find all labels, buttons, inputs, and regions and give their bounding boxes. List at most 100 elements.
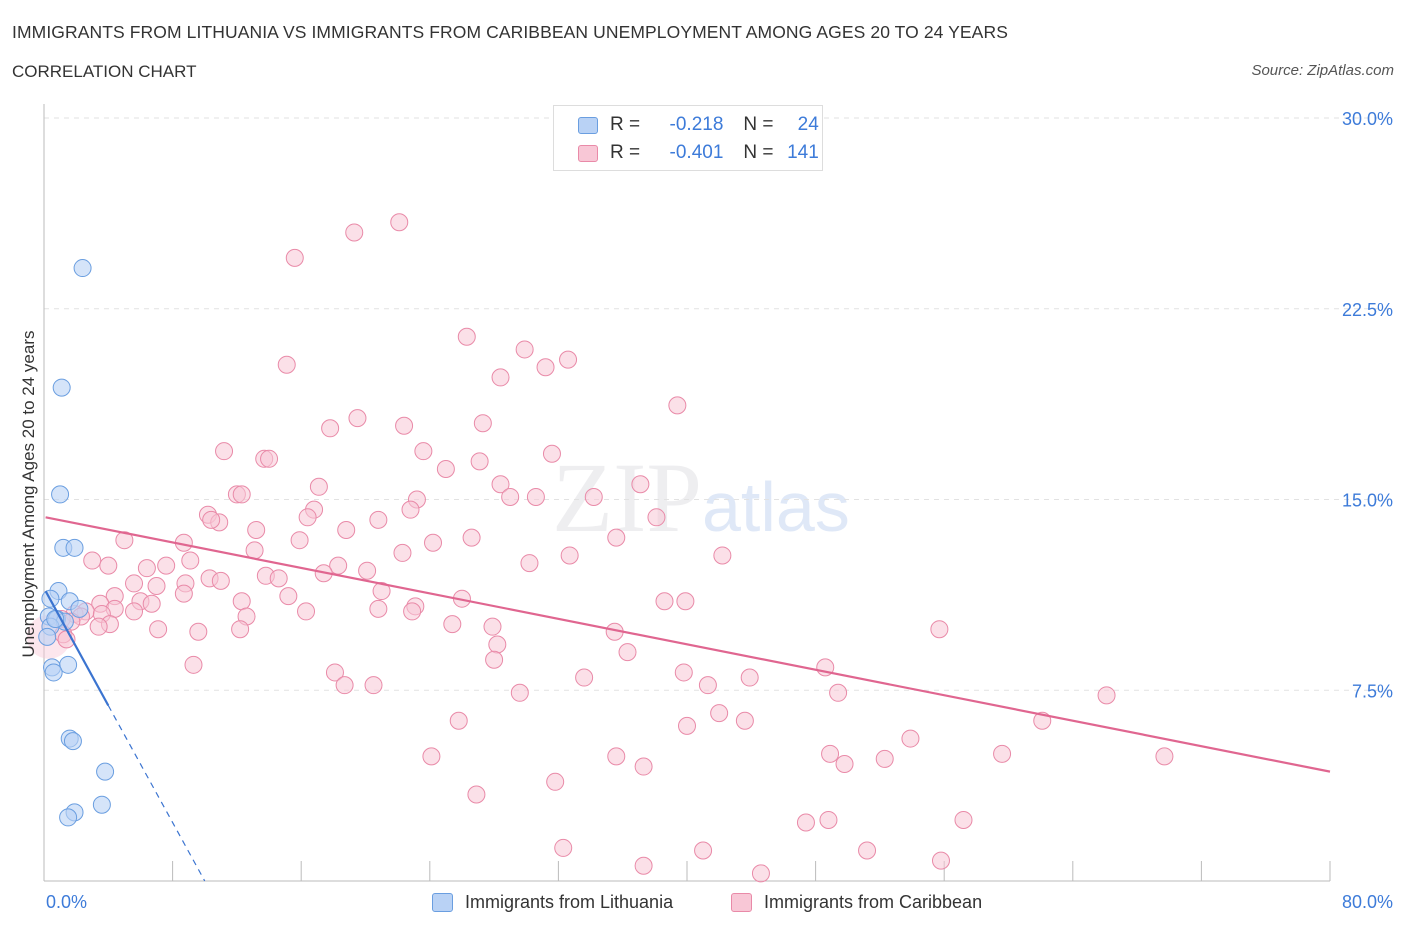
point-caribbean: [668, 396, 687, 415]
chart-subtitle: CORRELATION CHART: [12, 62, 197, 81]
point-caribbean: [713, 546, 732, 565]
chart-title: IMMIGRANTS FROM LITHUANIA VS IMMIGRANTS …: [12, 22, 1008, 42]
point-caribbean: [298, 508, 317, 527]
point-caribbean: [414, 442, 433, 461]
point-caribbean: [202, 510, 221, 529]
r-value-lithuania: -0.218: [669, 114, 724, 135]
point-caribbean: [542, 444, 561, 463]
stats-row-lithuania: R = -0.218 N = 24: [578, 113, 819, 137]
n-label: N =: [743, 142, 774, 163]
point-caribbean: [618, 643, 637, 662]
point-caribbean: [674, 663, 693, 682]
point-caribbean: [181, 551, 200, 570]
point-caribbean: [335, 676, 354, 695]
n-value-caribbean: 141: [787, 142, 819, 163]
point-caribbean: [390, 213, 409, 232]
point-caribbean: [560, 546, 579, 565]
y-tick-label: 30.0%: [1342, 109, 1393, 129]
point-caribbean: [678, 716, 696, 735]
tick-labels: 7.5% 15.0% 22.5% 30.0% 0.0% 80.0%: [46, 109, 1393, 912]
stats-legend: R = -0.218 N = 24 R = -0.401 N = 141: [553, 105, 823, 171]
point-caribbean: [277, 355, 296, 374]
axes: [43, 104, 1331, 882]
point-lithuania: [73, 259, 92, 278]
point-caribbean: [364, 676, 383, 695]
point-caribbean: [515, 340, 534, 359]
point-caribbean: [488, 635, 507, 654]
point-lithuania: [44, 663, 63, 682]
point-caribbean: [211, 571, 230, 590]
point-caribbean: [554, 838, 573, 857]
point-caribbean: [189, 622, 208, 641]
point-caribbean: [655, 592, 674, 611]
x-tick-label-min: 0.0%: [46, 892, 87, 912]
point-caribbean: [149, 620, 168, 639]
point-caribbean: [245, 541, 264, 560]
point-caribbean: [369, 510, 388, 529]
point-caribbean: [269, 569, 288, 588]
point-caribbean: [157, 556, 176, 575]
point-caribbean: [821, 744, 840, 763]
y-axis-title: Unemployment Among Ages 20 to 24 years: [19, 331, 38, 658]
point-lithuania: [65, 538, 84, 557]
point-lithuania: [52, 378, 71, 397]
point-caribbean: [369, 599, 388, 618]
r-label: R =: [610, 114, 641, 135]
point-caribbean: [858, 841, 877, 860]
point-caribbean: [247, 521, 266, 540]
point-caribbean: [147, 576, 166, 595]
point-caribbean: [501, 487, 520, 506]
legend-label-caribbean: Immigrants from Caribbean: [764, 891, 983, 912]
point-caribbean: [372, 582, 391, 601]
point-caribbean: [930, 620, 949, 639]
point-caribbean: [142, 594, 161, 613]
point-caribbean: [260, 449, 279, 468]
point-caribbean: [345, 223, 364, 242]
point-caribbean: [546, 772, 565, 791]
point-lithuania: [92, 795, 111, 814]
point-caribbean: [483, 617, 502, 636]
point-lithuania: [38, 627, 57, 646]
point-caribbean: [125, 574, 144, 593]
point-caribbean: [735, 711, 754, 730]
y-tick-label: 22.5%: [1342, 300, 1393, 320]
caribbean-swatch: [578, 144, 598, 162]
caribbean-legend-swatch: [731, 892, 752, 912]
point-caribbean: [796, 813, 815, 832]
source-label: Source: ZipAtlas.com: [1251, 62, 1394, 79]
point-caribbean: [436, 459, 455, 478]
point-caribbean: [285, 248, 304, 267]
point-lithuania: [63, 732, 82, 751]
point-caribbean: [115, 531, 134, 550]
point-caribbean: [232, 592, 251, 611]
point-caribbean: [231, 620, 250, 639]
legend-item-caribbean: Immigrants from Caribbean: [731, 889, 982, 915]
y-tick-label: 15.0%: [1342, 491, 1393, 511]
point-caribbean: [325, 663, 344, 682]
point-caribbean: [424, 533, 443, 552]
point-caribbean: [875, 749, 894, 768]
point-caribbean: [462, 528, 481, 547]
gridlines: [44, 117, 1390, 691]
point-caribbean: [698, 676, 717, 695]
point-caribbean: [467, 785, 486, 804]
point-caribbean: [584, 487, 603, 506]
legend-label-lithuania: Immigrants from Lithuania: [465, 891, 674, 912]
point-caribbean: [829, 683, 848, 702]
watermark-zip: ZIP: [552, 442, 702, 553]
point-caribbean: [993, 744, 1012, 763]
point-lithuania: [70, 599, 89, 618]
point-caribbean: [457, 327, 476, 346]
point-lithuania: [51, 485, 70, 504]
point-caribbean: [694, 841, 713, 860]
x-tick-label-max: 80.0%: [1342, 892, 1393, 912]
lithuania-swatch: [578, 116, 598, 134]
point-caribbean: [137, 559, 156, 578]
point-caribbean: [393, 543, 412, 562]
point-caribbean: [634, 856, 653, 875]
point-caribbean: [337, 521, 356, 540]
point-caribbean: [634, 757, 653, 776]
point-caribbean: [321, 419, 340, 438]
point-caribbean: [470, 452, 489, 471]
